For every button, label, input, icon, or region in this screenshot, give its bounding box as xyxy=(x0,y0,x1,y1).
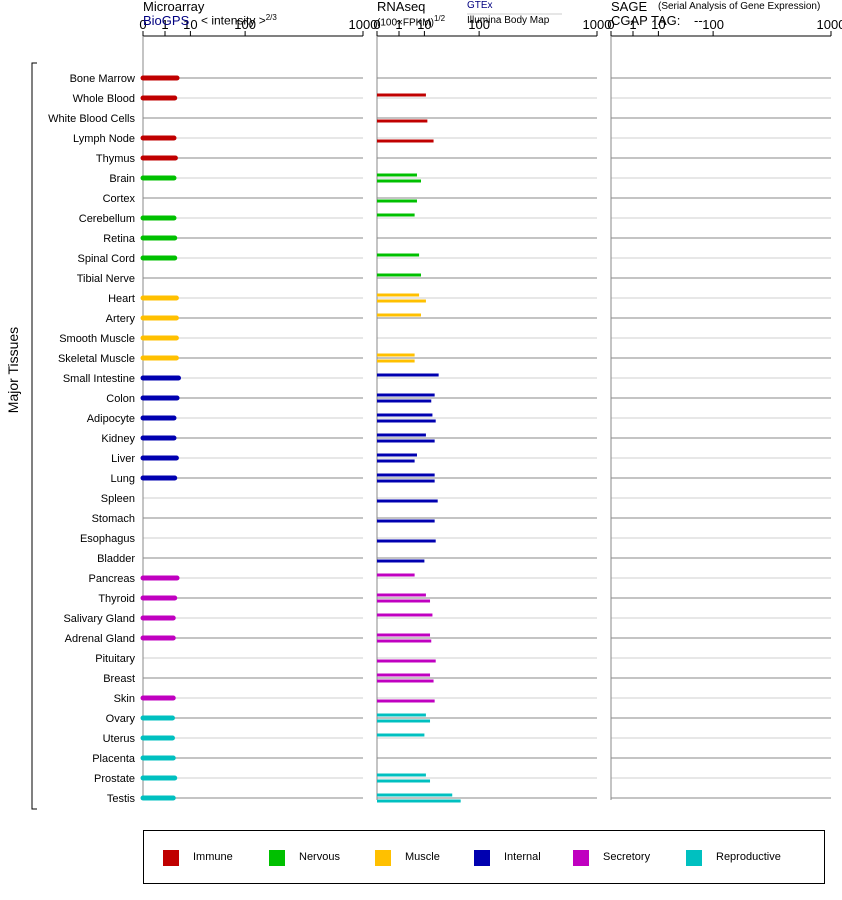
tissue-label: Tibial Nerve xyxy=(77,273,135,285)
sage-tag-label: CGAP TAG: xyxy=(611,13,681,28)
rnaseq-source-ibm: Illumina Body Map xyxy=(467,15,550,26)
tissue-label: Pituitary xyxy=(95,653,135,665)
tissue-label: Smooth Muscle xyxy=(59,333,135,345)
tissue-label: Stomach xyxy=(92,513,135,525)
microarray-tick-label: 0 xyxy=(139,17,146,32)
tissue-label: Skin xyxy=(114,693,135,705)
tissue-label: Adrenal Gland xyxy=(65,633,135,645)
legend-swatch-muscle xyxy=(375,850,391,866)
legend-swatch-reproductive xyxy=(686,850,702,866)
sage-tick-label: 100 xyxy=(702,17,724,32)
rnaseq-title: RNAseq xyxy=(377,0,426,14)
tissue-label: White Blood Cells xyxy=(48,113,135,125)
tissue-label: Thymus xyxy=(96,153,136,165)
tissue-label: Salivary Gland xyxy=(63,613,135,625)
rnaseq-tick-label: 100 xyxy=(468,17,490,32)
tissue-label: Cerebellum xyxy=(79,213,135,225)
sage-title: SAGE xyxy=(611,0,648,14)
rnaseq-source-gtex: GTEx xyxy=(467,0,493,11)
tissue-label: Small Intestine xyxy=(63,373,135,385)
rnaseq-tick-label: 10 xyxy=(417,17,431,32)
tissue-label: Artery xyxy=(106,313,136,325)
tissue-label: Spleen xyxy=(101,493,135,505)
legend-swatch-secretory xyxy=(573,850,589,866)
sage-tag-value: -- xyxy=(694,13,703,28)
microarray-measure-text: < intensity > xyxy=(201,13,266,28)
tissue-label: Kidney xyxy=(101,433,135,445)
tissue-label: Thyroid xyxy=(98,593,135,605)
sage-tick-label: 1000 xyxy=(817,17,842,32)
legend-label-internal: Internal xyxy=(504,851,541,863)
legend-swatch-nervous xyxy=(269,850,285,866)
rnaseq-tick-label: 1 xyxy=(395,17,402,32)
legend-label-nervous: Nervous xyxy=(299,851,340,863)
tissue-label: Liver xyxy=(111,453,135,465)
tissue-label: Breast xyxy=(103,673,135,685)
legend-label-muscle: Muscle xyxy=(405,851,440,863)
tissue-label: Bladder xyxy=(97,553,135,565)
tissue-label: Prostate xyxy=(94,773,135,785)
rnaseq-exponent: 1/2 xyxy=(433,14,446,23)
tissue-label: Whole Blood xyxy=(73,93,135,105)
tissue-label: Ovary xyxy=(106,713,136,725)
tissue-label: Skeletal Muscle xyxy=(58,353,135,365)
legend-swatch-internal xyxy=(474,850,490,866)
microarray-source: BioGPS xyxy=(143,13,190,28)
tissue-label: Lymph Node xyxy=(73,133,135,145)
sage-tick-label: 0 xyxy=(607,17,614,32)
rnaseq-unit: (100×FPKM)1/2 xyxy=(377,14,445,28)
tissue-label: Esophagus xyxy=(80,533,136,545)
microarray-title: Microarray xyxy=(143,0,205,14)
legend-label-reproductive: Reproductive xyxy=(716,851,781,863)
legend-swatch-immune xyxy=(163,850,179,866)
tissue-label: Lung xyxy=(111,473,135,485)
tissue-label: Brain xyxy=(109,173,135,185)
rnaseq-tick-label: 1000 xyxy=(583,17,612,32)
microarray-tick-label: 100 xyxy=(234,17,256,32)
tissue-label: Cortex xyxy=(103,193,136,205)
legend-label-secretory: Secretory xyxy=(603,851,651,863)
tissue-label: Pancreas xyxy=(89,573,136,585)
microarray-tick-label: 1 xyxy=(161,17,168,32)
tissue-label: Heart xyxy=(108,293,135,305)
legend: Immune Nervous Muscle Internal Secretory… xyxy=(143,830,825,884)
tissue-label: Adipocyte xyxy=(87,413,135,425)
major-tissues-label: Major Tissues xyxy=(5,326,21,414)
tissue-label: Placenta xyxy=(92,753,136,765)
major-tissues-bracket xyxy=(31,62,37,810)
legend-label-immune: Immune xyxy=(193,851,233,863)
sage-subtitle: (Serial Analysis of Gene Expression) xyxy=(658,1,821,12)
tissue-label: Retina xyxy=(103,233,136,245)
tissue-label: Spinal Cord xyxy=(78,253,135,265)
microarray-tick-label: 1000 xyxy=(349,17,378,32)
tissue-label: Bone Marrow xyxy=(70,73,135,85)
rnaseq-unit-text: (100×FPKM) xyxy=(377,17,434,29)
tissue-label: Colon xyxy=(106,393,135,405)
tissue-label: Uterus xyxy=(103,733,136,745)
sage-tick-label: 10 xyxy=(651,17,665,32)
microarray-exponent: 2/3 xyxy=(265,13,277,22)
microarray-measure: < intensity >2/3 xyxy=(201,13,277,28)
sage-tick-label: 1 xyxy=(629,17,636,32)
tissue-label: Testis xyxy=(107,793,136,805)
rnaseq-tick-label: 0 xyxy=(373,17,380,32)
microarray-tick-label: 10 xyxy=(183,17,197,32)
